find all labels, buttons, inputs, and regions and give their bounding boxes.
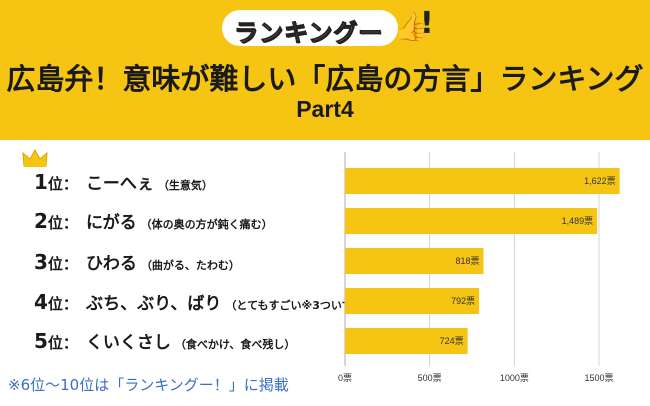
header-banner: ランキングー 👍 ! 広島弁！意味が難しい「広島の方言」ランキング Part4 xyxy=(0,0,650,140)
dialect-word: くいくさし xyxy=(85,333,171,353)
rank-suffix: 位： xyxy=(47,175,78,193)
bar xyxy=(345,248,484,274)
bar xyxy=(345,328,468,354)
x-tick-label: 1000票 xyxy=(500,373,529,383)
rank-number: 1 xyxy=(34,170,48,194)
footer-note: ※6位～10位は「ランキングー！」に掲載 xyxy=(8,376,289,394)
x-tick-label: 0票 xyxy=(338,373,352,383)
bar-value-label: 792票 xyxy=(451,296,475,306)
x-tick-label: 500票 xyxy=(418,373,442,383)
dialect-meaning: （曲がる、たわむ） xyxy=(140,259,240,272)
rank-row-1: 1位： こーへぇ （生意気） xyxy=(34,169,213,194)
dialect-word: ひわる xyxy=(85,254,137,274)
page-subtitle: Part4 xyxy=(296,96,354,122)
rank-row-2: 2位： にがる （体の奥の方が鈍く痛む） xyxy=(34,208,273,233)
rank-row-5: 5位： くいくさし （食べかけ、食べ残し） xyxy=(34,328,296,353)
dialect-word: こーへぇ xyxy=(85,174,154,194)
rank-suffix: 位： xyxy=(47,214,78,232)
bar-value-label: 818票 xyxy=(455,256,479,266)
rank-row-3: 3位： ひわる （曲がる、たわむ） xyxy=(34,249,240,274)
crown-icon xyxy=(22,148,48,167)
page-title: 広島弁！意味が難しい「広島の方言」ランキング xyxy=(6,62,644,96)
logo-text: ランキングー xyxy=(233,19,384,48)
thumbs-up-icon: 👍 xyxy=(394,10,429,43)
rank-number: 3 xyxy=(34,250,48,274)
rank-suffix: 位： xyxy=(47,334,78,352)
rank-number: 2 xyxy=(34,209,48,233)
dialect-meaning: （食べかけ、食べ残し） xyxy=(174,338,296,351)
rank-suffix: 位： xyxy=(47,255,78,273)
bar-value-label: 1,489票 xyxy=(562,216,594,226)
bar xyxy=(345,208,598,234)
rank-number: 4 xyxy=(34,290,48,314)
logo-pill xyxy=(222,10,398,46)
logo-exclamation: ! xyxy=(420,6,434,41)
bar xyxy=(345,288,480,314)
ranking-logo: ランキングー 👍 ! xyxy=(212,6,442,50)
bar-value-label: 1,622票 xyxy=(584,176,616,186)
rank-number: 5 xyxy=(34,329,48,353)
dialect-word: ぶち、ぶり、ばり xyxy=(85,294,222,314)
rank-suffix: 位： xyxy=(47,295,78,313)
bar-value-label: 724票 xyxy=(440,336,464,346)
dialect-meaning: （体の奥の方が鈍く痛む） xyxy=(140,218,273,231)
bar xyxy=(345,168,620,194)
dialect-meaning: （生意気） xyxy=(157,179,213,192)
dialect-word: にがる xyxy=(85,213,137,233)
x-tick-label: 1500票 xyxy=(584,373,613,383)
